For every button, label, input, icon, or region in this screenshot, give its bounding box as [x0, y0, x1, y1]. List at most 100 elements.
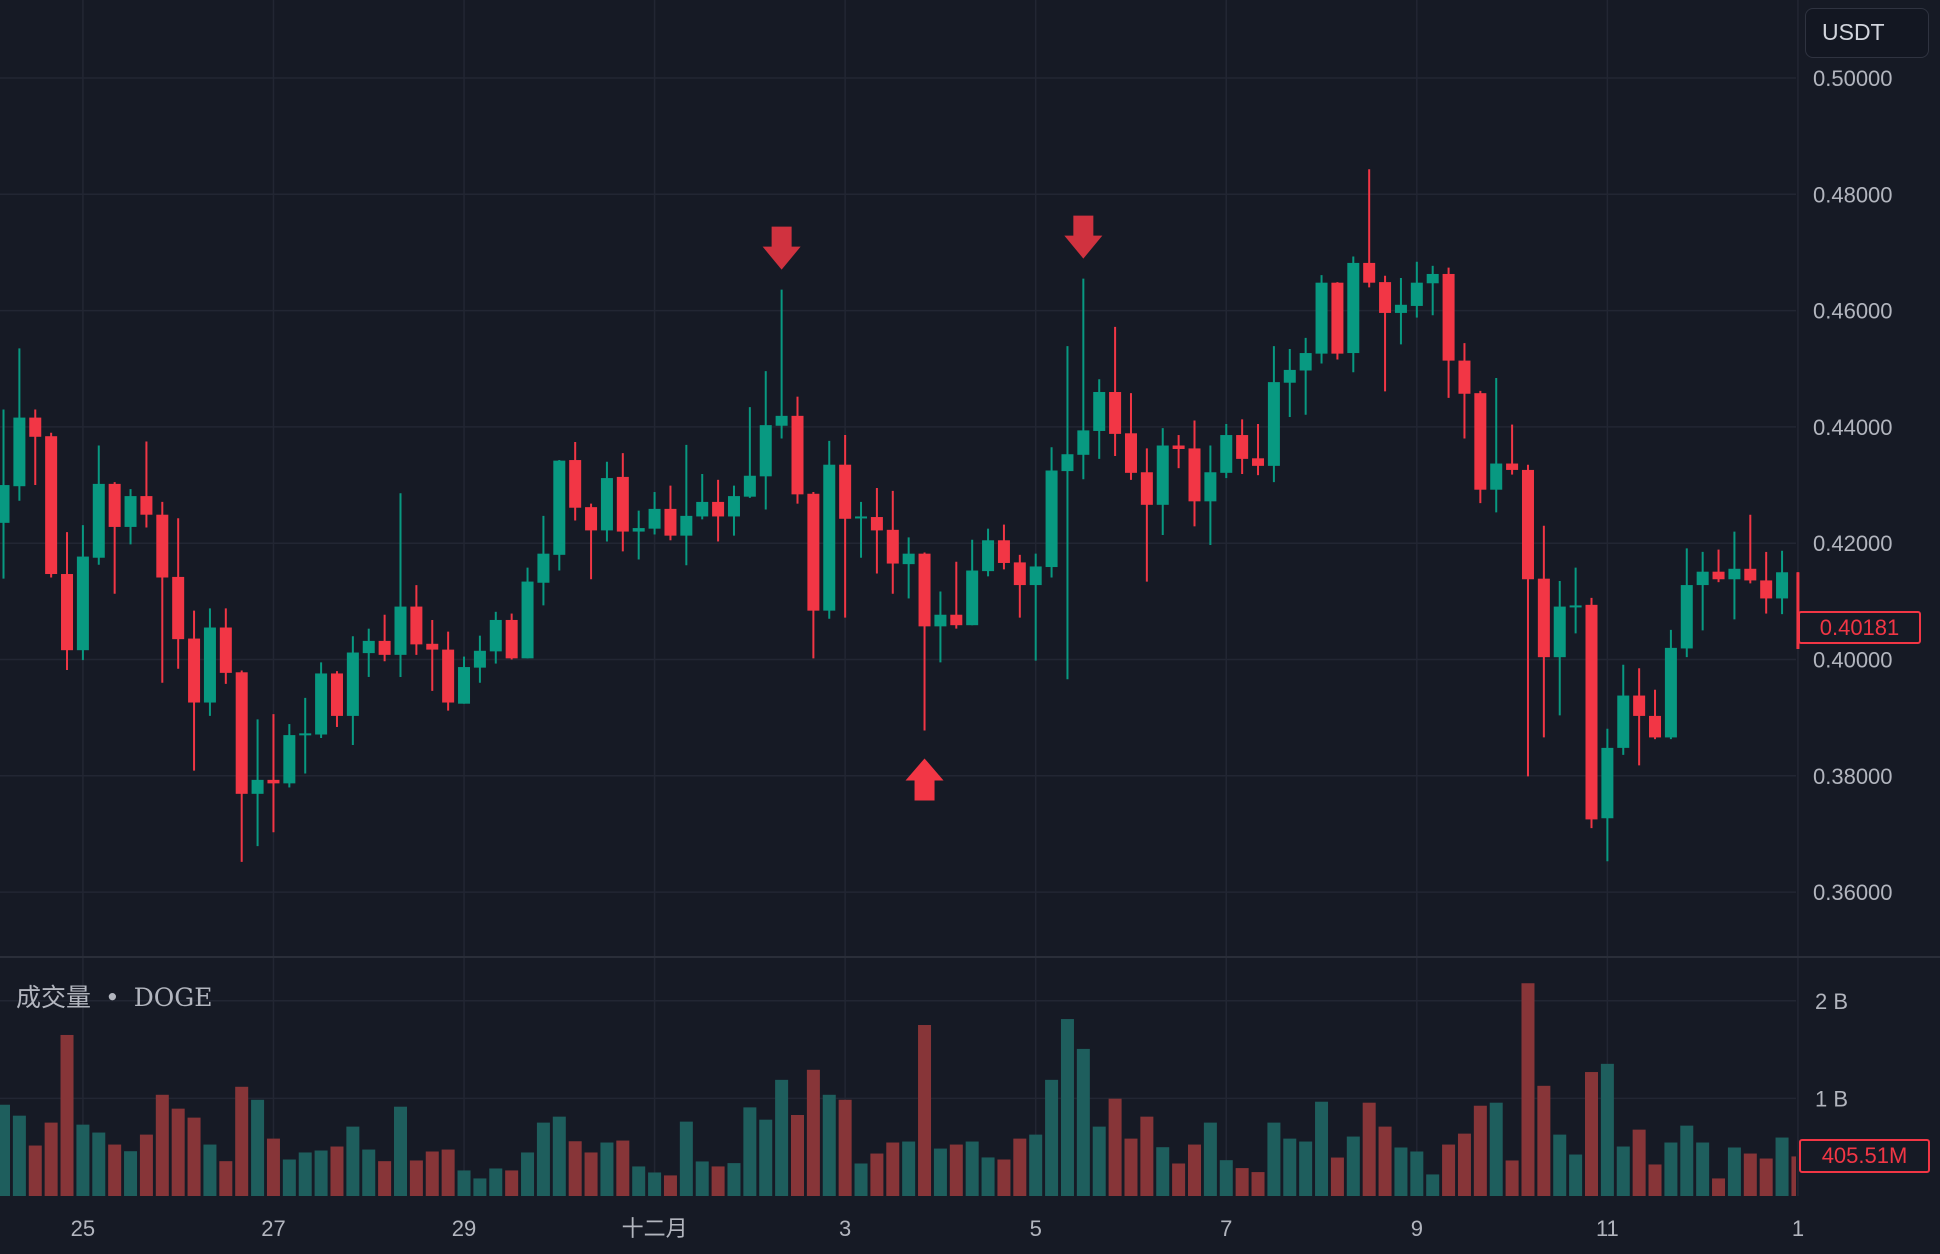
candle-down — [1442, 267, 1455, 398]
volume-bar — [187, 1117, 201, 1196]
candle-body — [712, 501, 725, 517]
volume-bar — [600, 1142, 614, 1196]
price-tick-label: 0.50000 — [1813, 66, 1893, 91]
candle-body — [1760, 580, 1773, 599]
candle-body — [92, 483, 105, 558]
candle-body — [1252, 458, 1265, 466]
candle-body — [29, 417, 42, 437]
volume-bar — [1743, 1153, 1757, 1196]
arrow-down-icon — [1064, 215, 1103, 259]
candle-up — [1347, 256, 1360, 373]
candle-up — [1299, 337, 1312, 415]
volume-bar — [171, 1108, 185, 1196]
volume-bar — [727, 1163, 741, 1196]
volume-bar — [775, 1079, 789, 1196]
candle-down — [1109, 326, 1122, 456]
volume-bar — [1600, 1063, 1614, 1196]
candle-body — [1283, 369, 1296, 383]
candle-up — [648, 492, 661, 535]
candle-down — [1331, 282, 1344, 360]
volume-bar — [1188, 1144, 1201, 1196]
volume-bar — [219, 1161, 233, 1196]
candle-down — [505, 613, 518, 660]
candle-up — [1220, 423, 1233, 479]
candle-down — [1236, 419, 1249, 475]
candle-up — [1204, 445, 1217, 545]
candle-body — [870, 517, 883, 531]
volume-bar — [1585, 1072, 1598, 1196]
candle-body — [394, 606, 407, 655]
candle-up — [759, 371, 772, 510]
candle-body — [315, 673, 328, 735]
volume-bars — [0, 983, 1796, 1196]
price-axis[interactable]: 0.50000 0.48000 0.46000 0.44000 0.42000 0.400… — [1813, 66, 1893, 905]
candle-down — [235, 670, 248, 862]
price-tick-label: 0.44000 — [1813, 415, 1893, 440]
candle-body — [1013, 562, 1026, 586]
candle-down — [839, 435, 852, 618]
candle-down — [1124, 393, 1137, 480]
volume-bar — [1759, 1158, 1773, 1196]
candle-up — [1315, 275, 1328, 364]
candle-body — [0, 485, 10, 523]
candle-body — [203, 627, 216, 703]
candle-up — [743, 407, 756, 498]
volume-bar — [1060, 1019, 1074, 1196]
candle-body — [1796, 572, 1800, 649]
candle-up — [553, 460, 566, 571]
candle-up — [1617, 664, 1630, 755]
arrow-up-icon — [905, 758, 944, 801]
candle-down — [219, 608, 232, 684]
candle-body — [600, 478, 613, 531]
volume-bar — [1378, 1126, 1392, 1196]
candle-down — [791, 396, 804, 504]
volume-bar — [1315, 1101, 1329, 1196]
candle-body — [807, 493, 820, 611]
candle-body — [1680, 585, 1693, 649]
candle-down — [172, 518, 185, 669]
candle-body — [1394, 304, 1407, 313]
candle-up — [203, 608, 216, 716]
candle-body — [1029, 566, 1042, 586]
arrow-down-icon — [762, 226, 801, 270]
candle-body — [362, 640, 375, 654]
candle-up — [1680, 548, 1693, 658]
volume-bar — [1172, 1163, 1186, 1196]
volume-bar — [552, 1116, 566, 1196]
volume-bar — [203, 1144, 217, 1196]
candle-body — [108, 483, 121, 527]
candle-up — [1045, 447, 1058, 578]
candle-down — [870, 487, 883, 574]
candle-up — [1267, 346, 1280, 483]
candle-body — [1521, 469, 1534, 580]
volume-bar — [44, 1122, 58, 1196]
candle-body — [1045, 470, 1058, 568]
volume-bar — [314, 1150, 328, 1196]
candle-up — [1410, 261, 1423, 318]
candle-down — [585, 503, 598, 580]
volume-bar — [918, 1025, 932, 1196]
volume-bar — [743, 1107, 757, 1196]
candle-down — [442, 631, 455, 711]
volume-bar — [1235, 1168, 1249, 1196]
candle-body — [759, 425, 772, 477]
volume-axis[interactable]: 2 B 1 B — [1815, 989, 1848, 1112]
candle-body — [823, 464, 836, 611]
candle-body — [1474, 393, 1487, 490]
volume-bar — [568, 1141, 582, 1196]
candle-down — [807, 492, 820, 659]
candle-up — [521, 567, 534, 659]
candle-body — [346, 652, 359, 716]
volume-title-symbol: DOGE — [133, 983, 213, 1012]
volume-bar — [1203, 1122, 1217, 1196]
time-axis[interactable]: 25 27 29 十二月 3 5 7 9 11 1 — [71, 1216, 1804, 1241]
candle-body — [1410, 282, 1423, 306]
currency-unit-button[interactable]: USDT — [1805, 8, 1929, 58]
candle-down — [1585, 597, 1598, 829]
candle-body — [235, 672, 248, 794]
volume-title-separator: • — [105, 983, 120, 1012]
volume-bar — [584, 1152, 598, 1196]
candle-down — [378, 614, 391, 662]
candle-body — [1156, 445, 1169, 505]
